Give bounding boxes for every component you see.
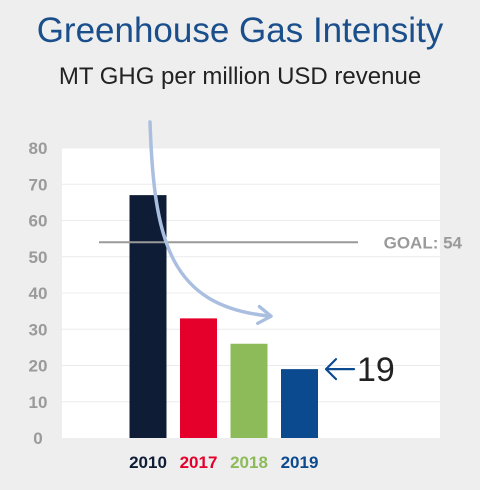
y-tick-label: 10 — [29, 393, 48, 412]
y-tick-label: 0 — [33, 429, 42, 448]
chart-subtitle: MT GHG per million USD revenue — [59, 63, 421, 90]
trend-arrow-group — [148, 120, 273, 325]
y-tick-label: 30 — [29, 320, 48, 339]
goal-label: GOAL: 54 — [384, 233, 463, 252]
trend-arrow — [148, 120, 273, 325]
callout-group: 19 — [324, 351, 395, 389]
y-tick-label: 50 — [29, 248, 48, 267]
callout-value: 19 — [357, 351, 395, 389]
y-tick-label: 60 — [29, 212, 48, 231]
x-tick-label-2010: 2010 — [129, 453, 167, 472]
y-axis: 0 10 20 30 40 50 60 70 80 — [29, 139, 48, 448]
x-tick-label-2018: 2018 — [230, 453, 268, 472]
y-tick-label: 20 — [29, 357, 48, 376]
bar-2017 — [180, 318, 217, 438]
x-tick-label-2019: 2019 — [281, 453, 319, 472]
y-tick-label: 70 — [29, 175, 48, 194]
y-tick-label: 80 — [29, 139, 48, 158]
chart-title: Greenhouse Gas Intensity — [37, 11, 444, 50]
x-tick-label-2017: 2017 — [180, 453, 218, 472]
y-tick-label: 40 — [29, 284, 48, 303]
callout-arrow — [324, 358, 356, 381]
goal-line-group: GOAL: 54 — [99, 233, 463, 252]
x-axis: 2010 2017 2018 2019 — [129, 453, 318, 472]
bar-2010 — [129, 195, 167, 438]
bar-2018 — [230, 343, 268, 438]
bar-2019 — [281, 369, 318, 438]
bars — [129, 195, 318, 438]
